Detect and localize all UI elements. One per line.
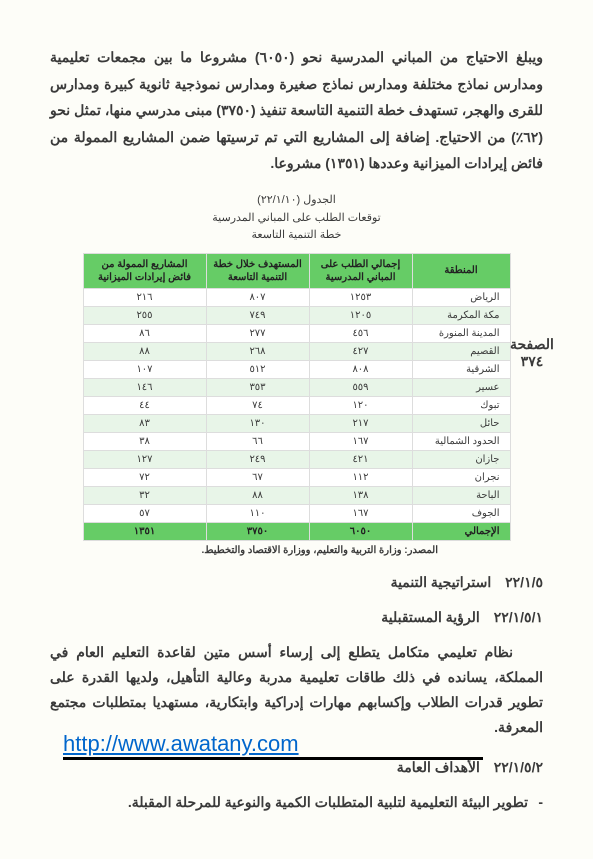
cell-c2: ٥١٢ — [206, 360, 309, 378]
page-number: الصفحة ٣٧٤ — [510, 336, 554, 370]
cell-region: نجران — [412, 468, 510, 486]
cell-c3: ٤٤ — [83, 396, 206, 414]
cell-c3: ٢١٦ — [83, 288, 206, 306]
col-target: المستهدف خلال خطة التنمية التاسعة — [206, 253, 309, 288]
col-total: إجمالي الطلب على المباني المدرسية — [309, 253, 412, 288]
table-row: تبوك١٢٠٧٤٤٤ — [83, 396, 510, 414]
cell-region: القصيم — [412, 342, 510, 360]
section-vision: ٢٢/١/٥/١ الرؤية المستقبلية — [50, 609, 543, 626]
cell-region: الجوف — [412, 504, 510, 522]
cell-region: عسير — [412, 378, 510, 396]
cell-c3: ٣٨ — [83, 432, 206, 450]
caption-line-1: الجدول (٢٢/١/١٠) — [50, 192, 543, 210]
section-strategy: ٢٢/١/٥ استراتيجية التنمية — [50, 574, 543, 591]
cell-c1: ٤٢١ — [309, 450, 412, 468]
table-row: حائل٢١٧١٣٠٨٣ — [83, 414, 510, 432]
cell-c1: ٥٥٩ — [309, 378, 412, 396]
table-total-row: الإجمالي٦٠٥٠٣٧٥٠١٣٥١ — [83, 522, 510, 540]
cell-c3: ١٠٧ — [83, 360, 206, 378]
cell-region: حائل — [412, 414, 510, 432]
cell-c3: ٣٢ — [83, 486, 206, 504]
cell-c2: ٢٤٩ — [206, 450, 309, 468]
cell-c1: ١٢٠٥ — [309, 306, 412, 324]
vision-body: نظام تعليمي متكامل يتطلع إلى إرساء أسس م… — [50, 640, 543, 741]
table-row: الشرقية٨٠٨٥١٢١٠٧ — [83, 360, 510, 378]
cell-c2: ١٣٠ — [206, 414, 309, 432]
table-row: الرياض١٢٥٣٨٠٧٢١٦ — [83, 288, 510, 306]
cell-c3: ٨٨ — [83, 342, 206, 360]
section-num-3: ٢٢/١/٥/٢ — [494, 759, 543, 776]
cell-c1: ١٦٧ — [309, 432, 412, 450]
demand-table: المنطقة إجمالي الطلب على المباني المدرسي… — [83, 253, 511, 541]
cell-c2: ٨٠٧ — [206, 288, 309, 306]
table-caption: الجدول (٢٢/١/١٠) توقعات الطلب على المبان… — [50, 192, 543, 245]
cell-region: الرياض — [412, 288, 510, 306]
cell-c3: ١٢٧ — [83, 450, 206, 468]
cell-region: الشرقية — [412, 360, 510, 378]
cell-region: جازان — [412, 450, 510, 468]
cell-region: المدينة المنورة — [412, 324, 510, 342]
section-title-1: استراتيجية التنمية — [391, 574, 492, 590]
cell-c3: ١٤٦ — [83, 378, 206, 396]
goal-item-1: تطوير البيئة التعليمية لتلبية المتطلبات … — [50, 790, 528, 815]
cell-c2: ٦٧ — [206, 468, 309, 486]
table-row: عسير٥٥٩٣٥٣١٤٦ — [83, 378, 510, 396]
cell-c1: ١٢٥٣ — [309, 288, 412, 306]
section-title-3: الأهداف العامة — [397, 759, 480, 775]
table-row: الحدود الشمالية١٦٧٦٦٣٨ — [83, 432, 510, 450]
cell-c2: ٧٤ — [206, 396, 309, 414]
table-row: مكة المكرمة١٢٠٥٧٤٩٢٥٥ — [83, 306, 510, 324]
table-row: الجوف١٦٧١١٠٥٧ — [83, 504, 510, 522]
table-row: جازان٤٢١٢٤٩١٢٧ — [83, 450, 510, 468]
cell-region: الباحة — [412, 486, 510, 504]
cell-c2: ٨٨ — [206, 486, 309, 504]
col-funded: المشاريع الممولة من فائض إيرادات الميزان… — [83, 253, 206, 288]
section-title-2: الرؤية المستقبلية — [381, 609, 480, 625]
cell-c3: ٥٧ — [83, 504, 206, 522]
cell-c2: ٢٧٧ — [206, 324, 309, 342]
section-goals: ٢٢/١/٥/٢ الأهداف العامة — [50, 759, 543, 776]
cell-c3: ٨٦ — [83, 324, 206, 342]
cell-c2: ٧٤٩ — [206, 306, 309, 324]
cell-region: مكة المكرمة — [412, 306, 510, 324]
col-region: المنطقة — [412, 253, 510, 288]
watermark-link[interactable]: http://www.awatany.com — [63, 731, 299, 756]
caption-line-3: خطة التنمية التاسعة — [50, 227, 543, 245]
cell-region: الحدود الشمالية — [412, 432, 510, 450]
cell-c1: ١١٢ — [309, 468, 412, 486]
table-row: المدينة المنورة٤٥٦٢٧٧٨٦ — [83, 324, 510, 342]
cell-c1: ٢١٧ — [309, 414, 412, 432]
cell-c2: ٦٦ — [206, 432, 309, 450]
table-row: القصيم٤٢٧٢٦٨٨٨ — [83, 342, 510, 360]
table-source: المصدر: وزارة التربية والتعليم، ووزارة ا… — [50, 545, 438, 556]
table-row: نجران١١٢٦٧٧٢ — [83, 468, 510, 486]
caption-line-2: توقعات الطلب على المباني المدرسية — [50, 210, 543, 228]
page-label: الصفحة — [510, 336, 554, 353]
cell-c2: ١١٠ — [206, 504, 309, 522]
intro-paragraph: ويبلغ الاحتياج من المباني المدرسية نحو (… — [50, 44, 543, 177]
cell-c3: ٧٢ — [83, 468, 206, 486]
section-num-1: ٢٢/١/٥ — [505, 574, 543, 591]
section-num-2: ٢٢/١/٥/١ — [494, 609, 543, 626]
cell-c3: ٢٥٥ — [83, 306, 206, 324]
cell-c1: ١٣٨ — [309, 486, 412, 504]
cell-c3: ٨٣ — [83, 414, 206, 432]
cell-c2: ٢٦٨ — [206, 342, 309, 360]
cell-region: الإجمالي — [412, 522, 510, 540]
cell-region: تبوك — [412, 396, 510, 414]
cell-c2: ٣٥٣ — [206, 378, 309, 396]
cell-c1: ٤٥٦ — [309, 324, 412, 342]
cell-c3: ١٣٥١ — [83, 522, 206, 540]
watermark: http://www.awatany.com — [63, 731, 483, 760]
cell-c1: ١٦٧ — [309, 504, 412, 522]
cell-c1: ٦٠٥٠ — [309, 522, 412, 540]
cell-c2: ٣٧٥٠ — [206, 522, 309, 540]
page-num-value: ٣٧٤ — [510, 353, 554, 370]
cell-c1: ١٢٠ — [309, 396, 412, 414]
cell-c1: ٨٠٨ — [309, 360, 412, 378]
table-row: الباحة١٣٨٨٨٣٢ — [83, 486, 510, 504]
cell-c1: ٤٢٧ — [309, 342, 412, 360]
